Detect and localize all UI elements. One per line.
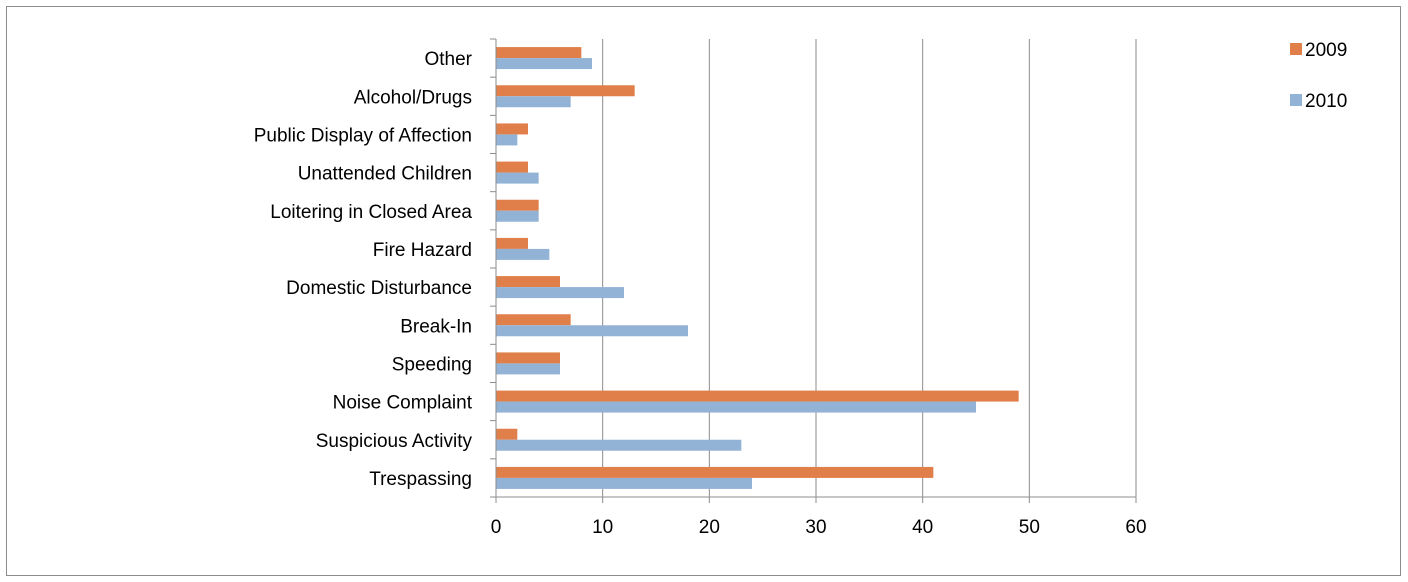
legend-swatch-2010 xyxy=(1290,94,1302,106)
bar-2010 xyxy=(496,287,624,299)
category-label: Other xyxy=(424,49,472,70)
category-label: Fire Hazard xyxy=(373,240,472,261)
category-label: Speeding xyxy=(392,354,472,375)
category-label: Domestic Disturbance xyxy=(286,278,472,299)
bar-2010 xyxy=(496,58,592,70)
legend-swatch-2009 xyxy=(1290,43,1302,55)
bar-2010 xyxy=(496,363,560,375)
bar-2009 xyxy=(496,85,635,97)
bar-2010 xyxy=(496,210,539,222)
bar-2010 xyxy=(496,439,742,451)
x-tick-label: 30 xyxy=(805,517,826,538)
gridlines xyxy=(602,39,1137,497)
bar-2010 xyxy=(496,401,976,413)
category-label: Alcohol/Drugs xyxy=(354,87,472,108)
category-label: Unattended Children xyxy=(298,164,472,185)
bar-2010 xyxy=(496,325,688,337)
category-label: Break-In xyxy=(400,316,472,337)
bar-2009 xyxy=(496,390,1019,402)
legend: 2009 2010 xyxy=(1290,40,1347,112)
category-label: Public Display of Affection xyxy=(254,125,472,146)
bar-2009 xyxy=(496,352,560,364)
category-label: Trespassing xyxy=(369,469,472,490)
bar-2009 xyxy=(496,237,528,249)
x-tick-label: 0 xyxy=(491,517,502,538)
axis-labels: 0 10 20 30 40 50 60 Other Alcohol/Drugs Public Di… xyxy=(254,49,1147,538)
x-tick-label: 40 xyxy=(912,517,933,538)
bar-2010 xyxy=(496,172,539,184)
axes xyxy=(490,38,1137,503)
chart-area: 0 10 20 30 40 50 60 Other Alcohol/Drugs Public Di… xyxy=(6,6,1401,576)
x-tick-label: 50 xyxy=(1019,517,1040,538)
bars xyxy=(496,47,1019,489)
bar-2009 xyxy=(496,47,582,59)
bar-2010 xyxy=(496,248,550,260)
category-label: Loitering in Closed Area xyxy=(270,202,472,223)
category-label: Suspicious Activity xyxy=(316,431,473,452)
bar-2010 xyxy=(496,96,571,108)
bar-2009 xyxy=(496,466,934,478)
bar-2010 xyxy=(496,134,518,146)
bar-chart: 0 10 20 30 40 50 60 Other Alcohol/Drugs Public Di… xyxy=(254,38,1347,538)
bar-2009 xyxy=(496,161,528,173)
bar-2009 xyxy=(496,314,571,326)
bar-2009 xyxy=(496,276,560,288)
bar-2009 xyxy=(496,123,528,135)
bar-2009 xyxy=(496,199,539,211)
bar-2009 xyxy=(496,428,518,440)
x-tick-label: 20 xyxy=(699,517,720,538)
x-tick-label: 60 xyxy=(1125,517,1146,538)
x-tick-label: 10 xyxy=(592,517,613,538)
category-label: Noise Complaint xyxy=(333,393,473,414)
legend-label-2010: 2010 xyxy=(1305,91,1347,112)
bar-2010 xyxy=(496,477,752,489)
legend-label-2009: 2009 xyxy=(1305,40,1347,61)
